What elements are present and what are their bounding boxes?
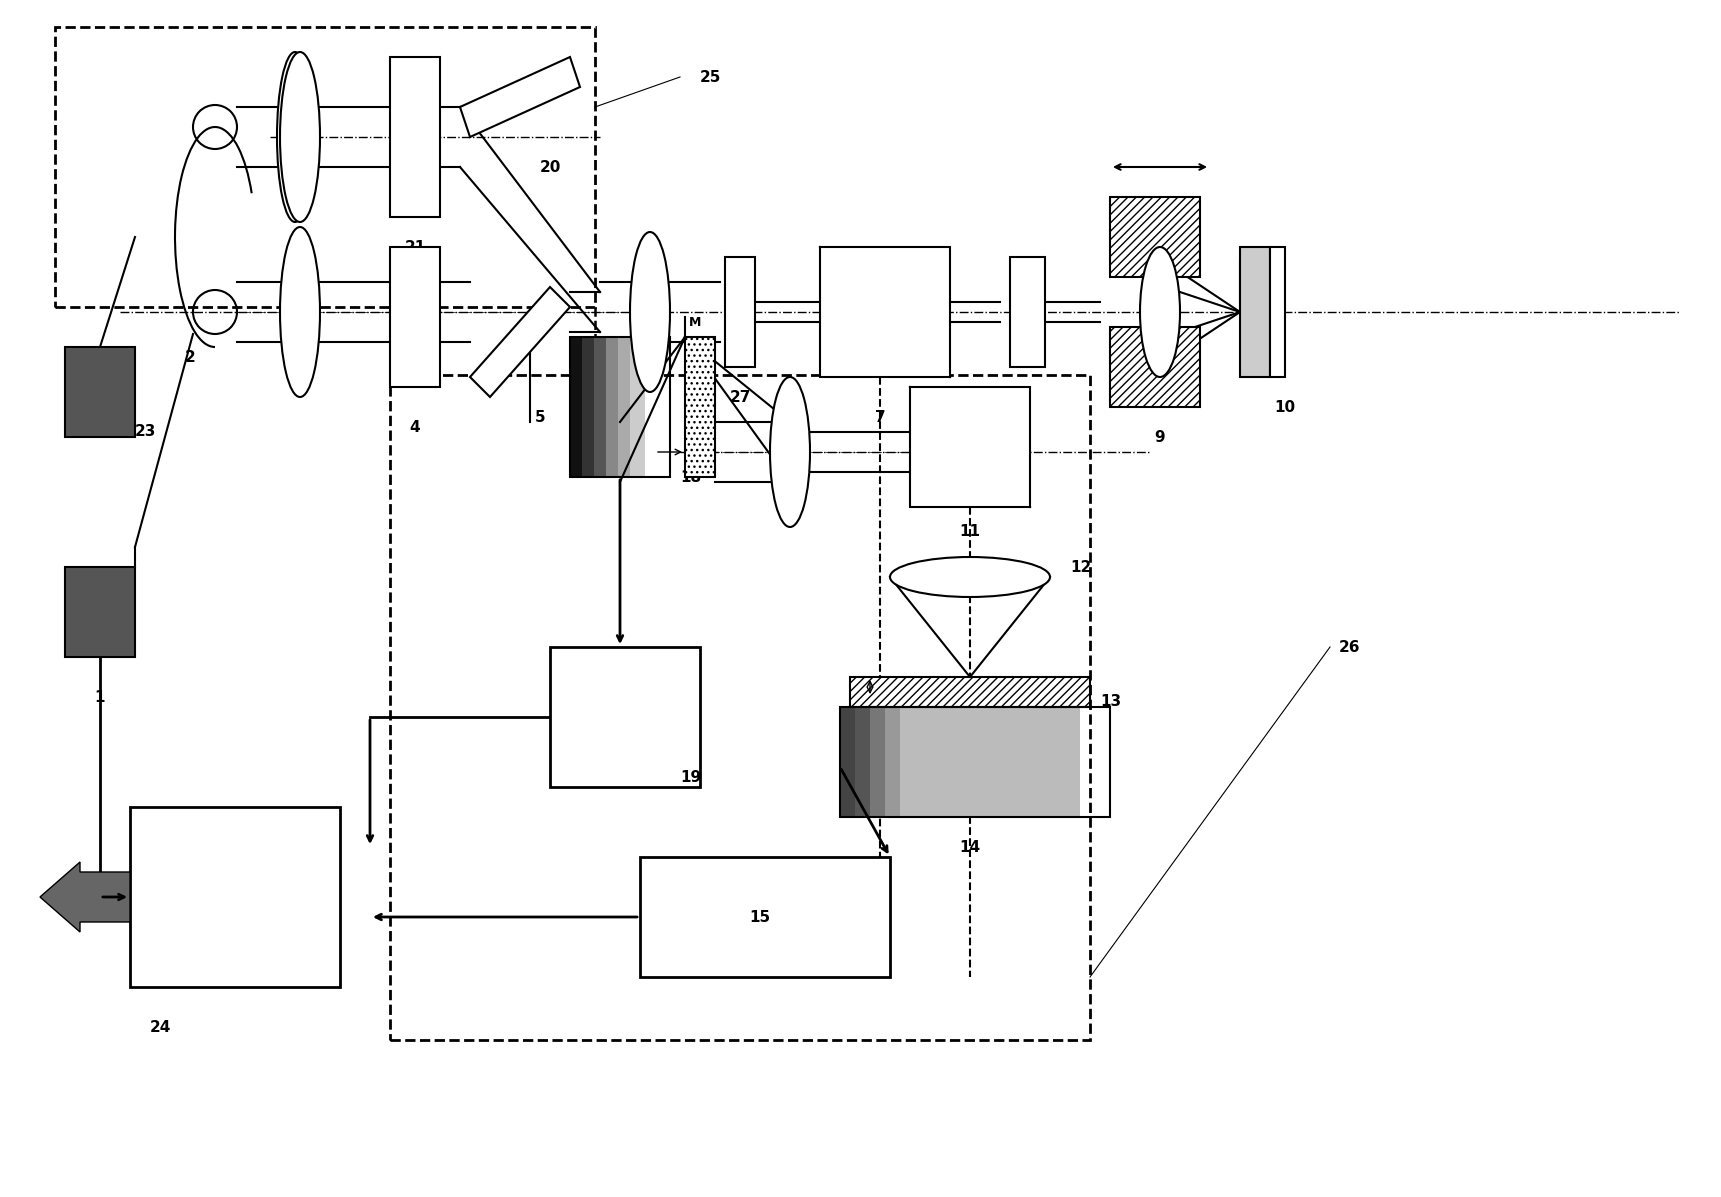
Bar [630,338,645,476]
Bar [391,375,1089,1040]
Text: 25: 25 [699,69,721,85]
Text: 10: 10 [1275,400,1296,414]
Bar [840,707,1110,818]
Text: 7: 7 [874,409,885,425]
Text: 4: 4 [410,419,420,435]
Bar [910,387,1029,508]
Text: 11: 11 [960,524,981,540]
Ellipse shape [281,227,320,397]
Text: 8: 8 [1019,395,1031,409]
Ellipse shape [277,51,313,221]
Text: 2: 2 [184,350,196,365]
Bar [570,338,669,476]
Ellipse shape [890,557,1050,597]
Bar [55,28,595,306]
Text: 14: 14 [959,839,981,855]
Text: 16: 16 [780,499,800,515]
Text: 18: 18 [680,469,700,485]
Bar [640,857,890,977]
Text: M: M [688,316,700,328]
Bar [850,678,1089,707]
Text: 9: 9 [1155,430,1165,444]
Text: 23: 23 [134,425,155,439]
Bar [570,338,585,476]
Text: 27: 27 [730,389,750,405]
Bar [1241,247,1270,377]
Bar [1110,327,1200,407]
Bar [131,807,341,988]
Text: 5: 5 [535,409,546,425]
Bar [582,338,597,476]
Ellipse shape [769,377,811,527]
Text: 6: 6 [645,359,656,375]
Bar [840,707,1081,818]
Bar [1110,198,1200,277]
Text: 19: 19 [680,770,700,784]
Text: 1: 1 [95,689,105,705]
Bar [594,338,609,476]
Ellipse shape [1139,247,1181,377]
Bar [900,707,1081,818]
Text: 26: 26 [1339,639,1361,655]
Ellipse shape [630,232,669,391]
Bar [391,247,441,387]
Polygon shape [470,287,570,397]
Bar [65,347,134,437]
Text: 24: 24 [150,1020,170,1034]
Bar [725,257,756,367]
Text: 3: 3 [294,359,305,375]
Text: 12: 12 [1070,559,1091,575]
Text: 22: 22 [289,189,312,205]
Text: 13: 13 [1100,694,1120,710]
Text: 21: 21 [404,239,425,255]
Ellipse shape [281,51,320,221]
Bar [685,338,714,476]
FancyArrow shape [40,862,131,932]
Bar [871,707,1081,818]
Bar [1010,257,1045,367]
Bar [1270,247,1286,377]
Bar [65,567,134,657]
Text: 20: 20 [539,159,561,175]
Bar [391,57,441,217]
Text: 15: 15 [749,910,771,924]
Bar [551,648,700,786]
Bar [855,707,1081,818]
Bar [885,707,1081,818]
Bar [606,338,621,476]
Bar [819,247,950,377]
Bar [618,338,633,476]
Polygon shape [460,57,580,136]
